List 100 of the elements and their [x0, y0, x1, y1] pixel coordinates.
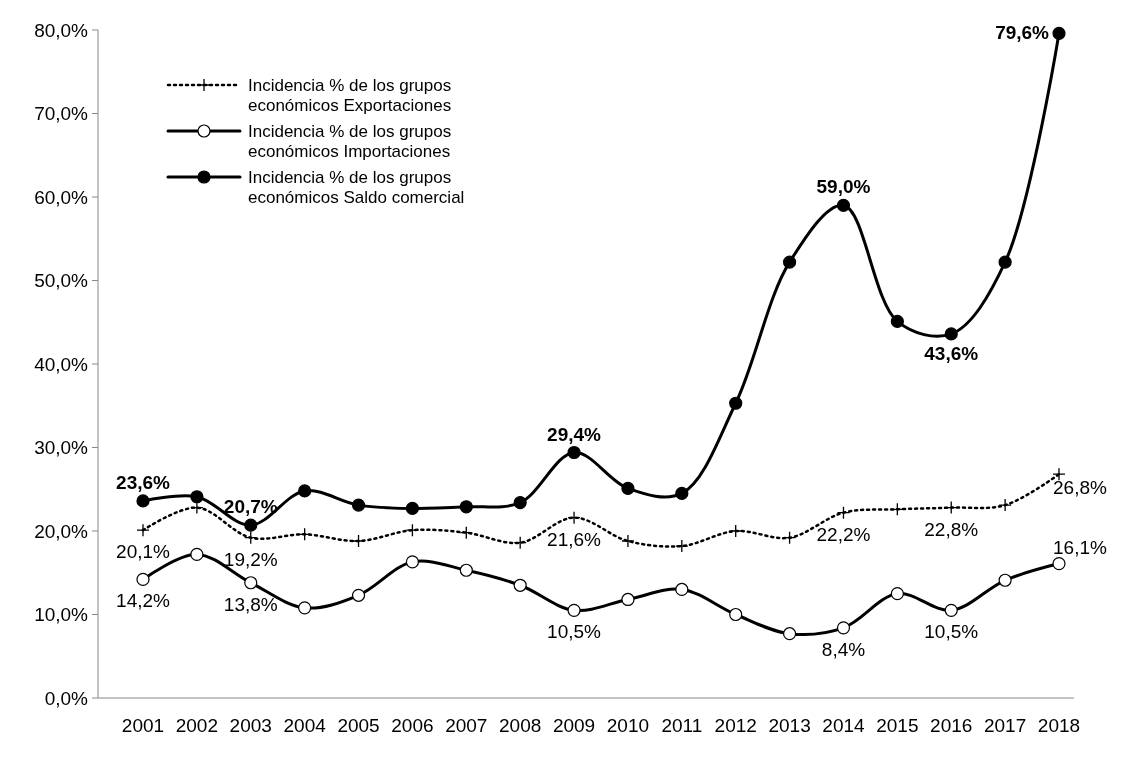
point	[729, 607, 743, 622]
point	[351, 588, 366, 602]
data-label: 8,4%	[821, 638, 866, 660]
point	[244, 576, 258, 590]
y-tick-label: 80,0%	[34, 19, 89, 41]
point	[782, 255, 797, 269]
point	[298, 527, 312, 541]
point	[675, 539, 689, 553]
point	[567, 603, 581, 617]
point	[944, 327, 958, 341]
x-tick-label: 2005	[337, 715, 380, 736]
point	[836, 621, 851, 635]
point	[298, 484, 312, 498]
point	[459, 500, 473, 514]
point	[890, 587, 904, 601]
point	[567, 510, 581, 525]
point	[513, 536, 527, 550]
point	[621, 592, 635, 607]
point	[190, 500, 204, 515]
x-tick-label: 2004	[283, 715, 327, 736]
point	[567, 445, 581, 460]
point	[621, 481, 635, 496]
point	[244, 531, 258, 545]
point	[405, 501, 420, 516]
y-tick-label: 40,0%	[34, 353, 89, 375]
data-label: 10,5%	[924, 621, 979, 643]
point	[675, 486, 689, 501]
data-label: 23,6%	[116, 471, 171, 493]
point	[351, 534, 366, 548]
point	[136, 572, 150, 587]
x-tick-label: 2008	[499, 715, 542, 736]
x-tick-label: 2016	[930, 715, 973, 736]
point	[1052, 556, 1066, 571]
point	[351, 498, 366, 512]
point	[136, 523, 150, 537]
point	[244, 518, 258, 532]
x-tick-label: 2014	[822, 715, 866, 736]
point	[513, 496, 527, 510]
x-tick-label: 2012	[714, 715, 757, 736]
data-label: 19,2%	[223, 548, 278, 570]
point	[1052, 26, 1066, 40]
x-tick-label: 2009	[552, 715, 596, 736]
point	[621, 534, 635, 548]
x-tick-label: 2017	[983, 715, 1027, 736]
data-label: 43,6%	[924, 342, 979, 364]
data-label: 20,7%	[223, 496, 278, 518]
x-tick-label: 2010	[606, 715, 650, 736]
y-tick-label: 0,0%	[44, 687, 89, 709]
data-label: 22,8%	[924, 518, 979, 540]
point	[459, 526, 473, 540]
point	[405, 523, 420, 537]
data-label: 13,8%	[223, 593, 278, 615]
y-tick-label: 60,0%	[34, 186, 89, 208]
data-label: 22,2%	[816, 523, 871, 545]
y-tick-label: 20,0%	[34, 520, 89, 542]
data-label: 20,1%	[116, 541, 171, 563]
x-tick-label: 2015	[876, 715, 919, 736]
point	[298, 601, 312, 615]
data-label: 26,8%	[1053, 477, 1107, 499]
point	[1052, 467, 1066, 481]
legend-label: Incidencia % de los grupos económicos Importaciones	[248, 121, 452, 162]
data-label: 59,0%	[816, 176, 871, 198]
x-tick-label: 2003	[229, 715, 272, 736]
point	[998, 573, 1012, 587]
point	[190, 547, 204, 561]
point	[405, 555, 420, 569]
x-tick-label: 2018	[1037, 715, 1081, 736]
legend-label: Incidencia % de los grupos económicos Saldo comercial	[248, 167, 465, 208]
data-label: 21,6%	[547, 528, 602, 550]
point	[998, 255, 1012, 269]
point	[944, 603, 958, 617]
x-tick-label: 2011	[661, 715, 703, 736]
legend-label: Incidencia % de los grupos económicos Exportaciones	[248, 75, 452, 116]
data-label: 16,1%	[1053, 536, 1107, 558]
data-label: 10,5%	[547, 621, 602, 643]
point	[782, 627, 797, 641]
point	[675, 582, 689, 597]
data-label: 29,4%	[547, 423, 602, 445]
y-tick-label: 70,0%	[34, 103, 89, 125]
x-tick-label: 2001	[121, 715, 165, 736]
point	[890, 314, 904, 329]
x-tick-label: 2002	[175, 715, 219, 736]
y-tick-label: 30,0%	[34, 437, 89, 459]
y-tick-label: 10,0%	[34, 604, 89, 626]
point	[729, 396, 743, 410]
point	[890, 502, 904, 516]
point	[836, 198, 851, 212]
point	[513, 578, 527, 592]
point	[136, 494, 150, 508]
data-label: 14,2%	[116, 590, 171, 612]
x-tick-label: 2006	[391, 715, 434, 736]
point	[998, 498, 1012, 512]
y-tick-label: 50,0%	[34, 270, 89, 292]
point	[190, 490, 204, 504]
data-label: 79,6%	[995, 22, 1050, 44]
point	[836, 505, 851, 520]
point	[459, 563, 473, 577]
point	[729, 524, 743, 538]
x-tick-label: 2007	[445, 715, 488, 736]
x-tick-label: 2013	[768, 715, 811, 736]
